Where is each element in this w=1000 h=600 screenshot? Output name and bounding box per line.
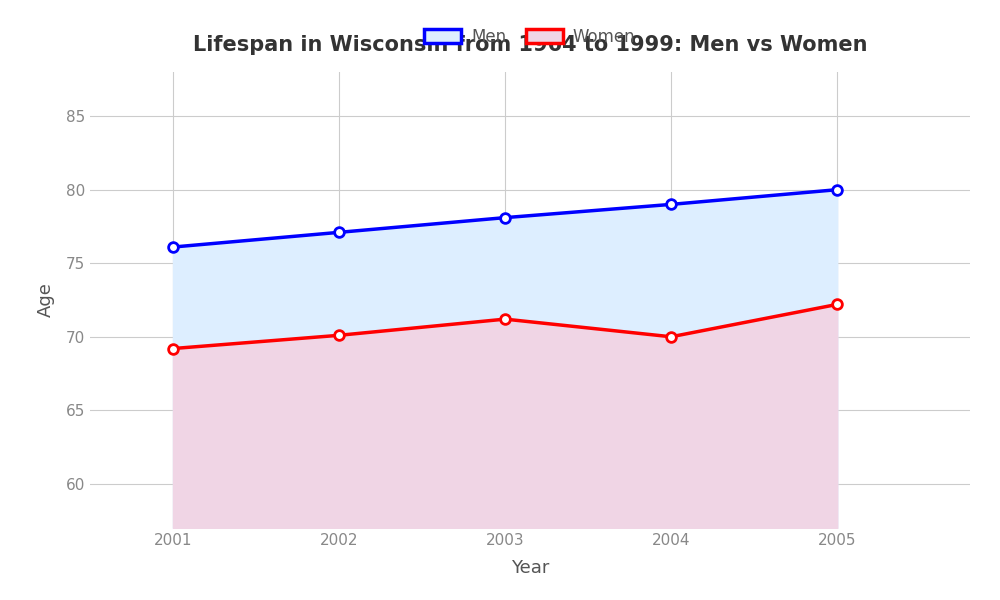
Y-axis label: Age: Age [37, 283, 55, 317]
Legend: Men, Women: Men, Women [418, 21, 642, 52]
X-axis label: Year: Year [511, 559, 549, 577]
Title: Lifespan in Wisconsin from 1964 to 1999: Men vs Women: Lifespan in Wisconsin from 1964 to 1999:… [193, 35, 867, 55]
